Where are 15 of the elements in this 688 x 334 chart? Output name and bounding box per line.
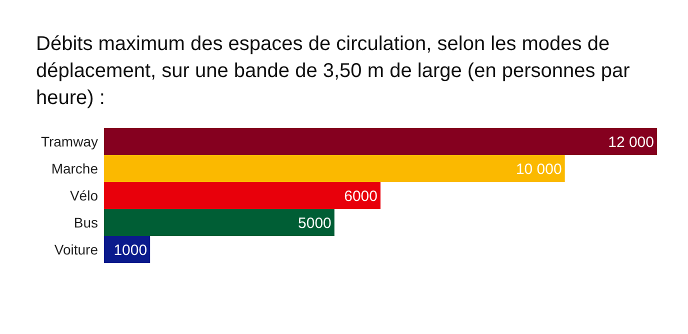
y-tick-label: Tramway — [40, 133, 98, 150]
bar — [104, 209, 334, 236]
data-label: 6000 — [344, 188, 378, 205]
y-tick-label: Bus — [74, 214, 98, 230]
y-tick-label: Voiture — [54, 241, 98, 258]
chart-title: Débits maximum des espaces de circulation, selon les modes de déplacement, sur une bande de 3,50 m de large (en personnes par heure) : — [36, 33, 630, 109]
bar — [104, 182, 380, 209]
data-label: 10 000 — [516, 160, 562, 178]
bar — [104, 155, 565, 182]
y-tick-label: Vélo — [70, 187, 98, 204]
data-label: 5000 — [298, 214, 332, 232]
bar — [104, 128, 657, 155]
data-label: 1000 — [114, 242, 148, 259]
y-tick-label: Marche — [51, 160, 98, 176]
data-label: 12 000 — [608, 134, 654, 151]
